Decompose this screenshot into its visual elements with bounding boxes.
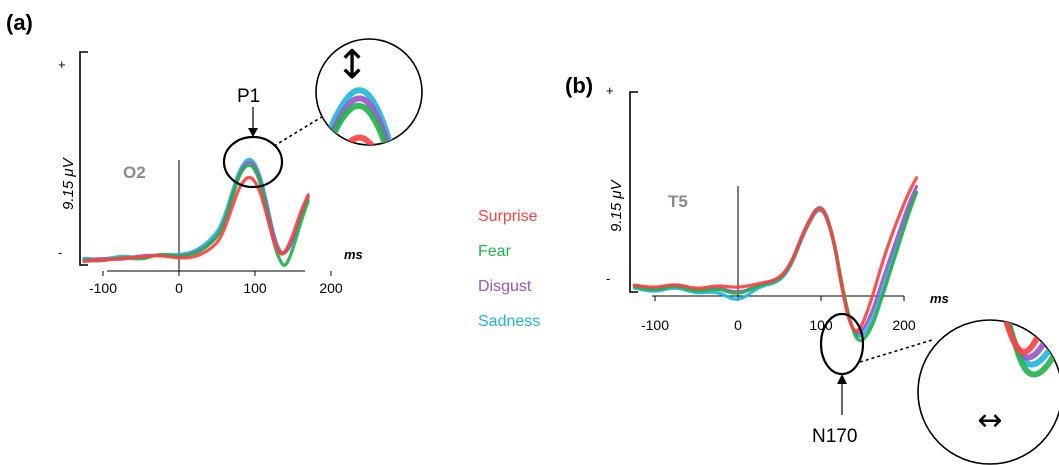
panel-b-zoom-connector [859, 339, 933, 363]
panel-b-zoom-curves [918, 320, 1059, 378]
panel-a-channel-label: O2 [123, 163, 146, 182]
zoom-series-line-sadness [918, 320, 1059, 368]
panel-a: (a) + - 9.15 μV O2 -100 0 100 200 ms P1 ↕ [6, 10, 423, 296]
x-tick-label: 100 [243, 280, 267, 296]
panel-b-y-label: 9.15 μV [608, 178, 625, 232]
x-tick-label: 200 [319, 280, 343, 296]
series-line-surprise [82, 175, 310, 263]
panel-b-latency-arrow-icon: ↔ [977, 403, 1002, 438]
legend-item-sadness: Sadness [478, 313, 540, 330]
x-tick-label: -100 [641, 317, 669, 333]
legend-item-disgust: Disgust [478, 278, 532, 295]
panel-b-y-minus: - [606, 271, 610, 286]
panel-a-zoom-curves [316, 87, 422, 145]
panel-b-x-unit: ms [930, 291, 949, 306]
x-tick-label: -100 [89, 280, 117, 296]
series-line-fear [632, 190, 919, 342]
panel-a-series [82, 157, 310, 267]
zoom-series-line-surprise [918, 320, 1059, 355]
panel-b-x-ticks: -100 0 100 200 [641, 296, 916, 333]
panel-a-zoom-connector [273, 114, 326, 147]
legend: Surprise Fear Disgust Sadness [478, 208, 540, 330]
panel-a-y-label: 9.15 μV [60, 156, 77, 210]
panel-a-component-label: P1 [237, 86, 260, 107]
series-line-sadness [632, 190, 919, 338]
x-tick-label: 0 [734, 317, 742, 333]
zoom-series-line-fear [316, 102, 422, 145]
zoom-series-line-disgust [918, 320, 1059, 361]
x-tick-label: 100 [809, 317, 833, 333]
panel-b-y-plus: + [606, 83, 614, 98]
panel-a-component-arrowhead [248, 128, 258, 137]
panel-b-channel-label: T5 [668, 192, 688, 211]
panel-b-series [632, 176, 919, 342]
series-line-fear [82, 163, 310, 267]
x-tick-label: 0 [175, 280, 183, 296]
panel-a-y-plus: + [58, 57, 66, 72]
panel-b: (b) + - 9.15 μV T5 -100 0 100 200 ms N170 ↔ [565, 73, 1059, 465]
panel-a-peak-circle [222, 135, 284, 189]
x-tick-label: 200 [892, 317, 916, 333]
series-line-surprise [632, 176, 919, 333]
panel-b-y-scale-bracket [629, 91, 638, 293]
legend-item-fear: Fear [478, 243, 512, 260]
panel-a-amplitude-arrow-icon: ↕ [335, 42, 369, 88]
panel-a-x-unit: ms [344, 247, 363, 262]
panel-b-label: (b) [565, 73, 593, 98]
panel-a-label: (a) [6, 10, 33, 35]
panel-a-y-scale-bracket [79, 51, 88, 266]
panel-a-x-ticks: -100 0 100 200 [89, 271, 343, 296]
panel-b-trough-circle [819, 312, 865, 376]
legend-item-surprise: Surprise [478, 208, 538, 225]
panel-a-y-minus: - [58, 245, 62, 260]
panel-b-component-label: N170 [812, 426, 857, 447]
panel-b-component-arrowhead [837, 374, 847, 384]
